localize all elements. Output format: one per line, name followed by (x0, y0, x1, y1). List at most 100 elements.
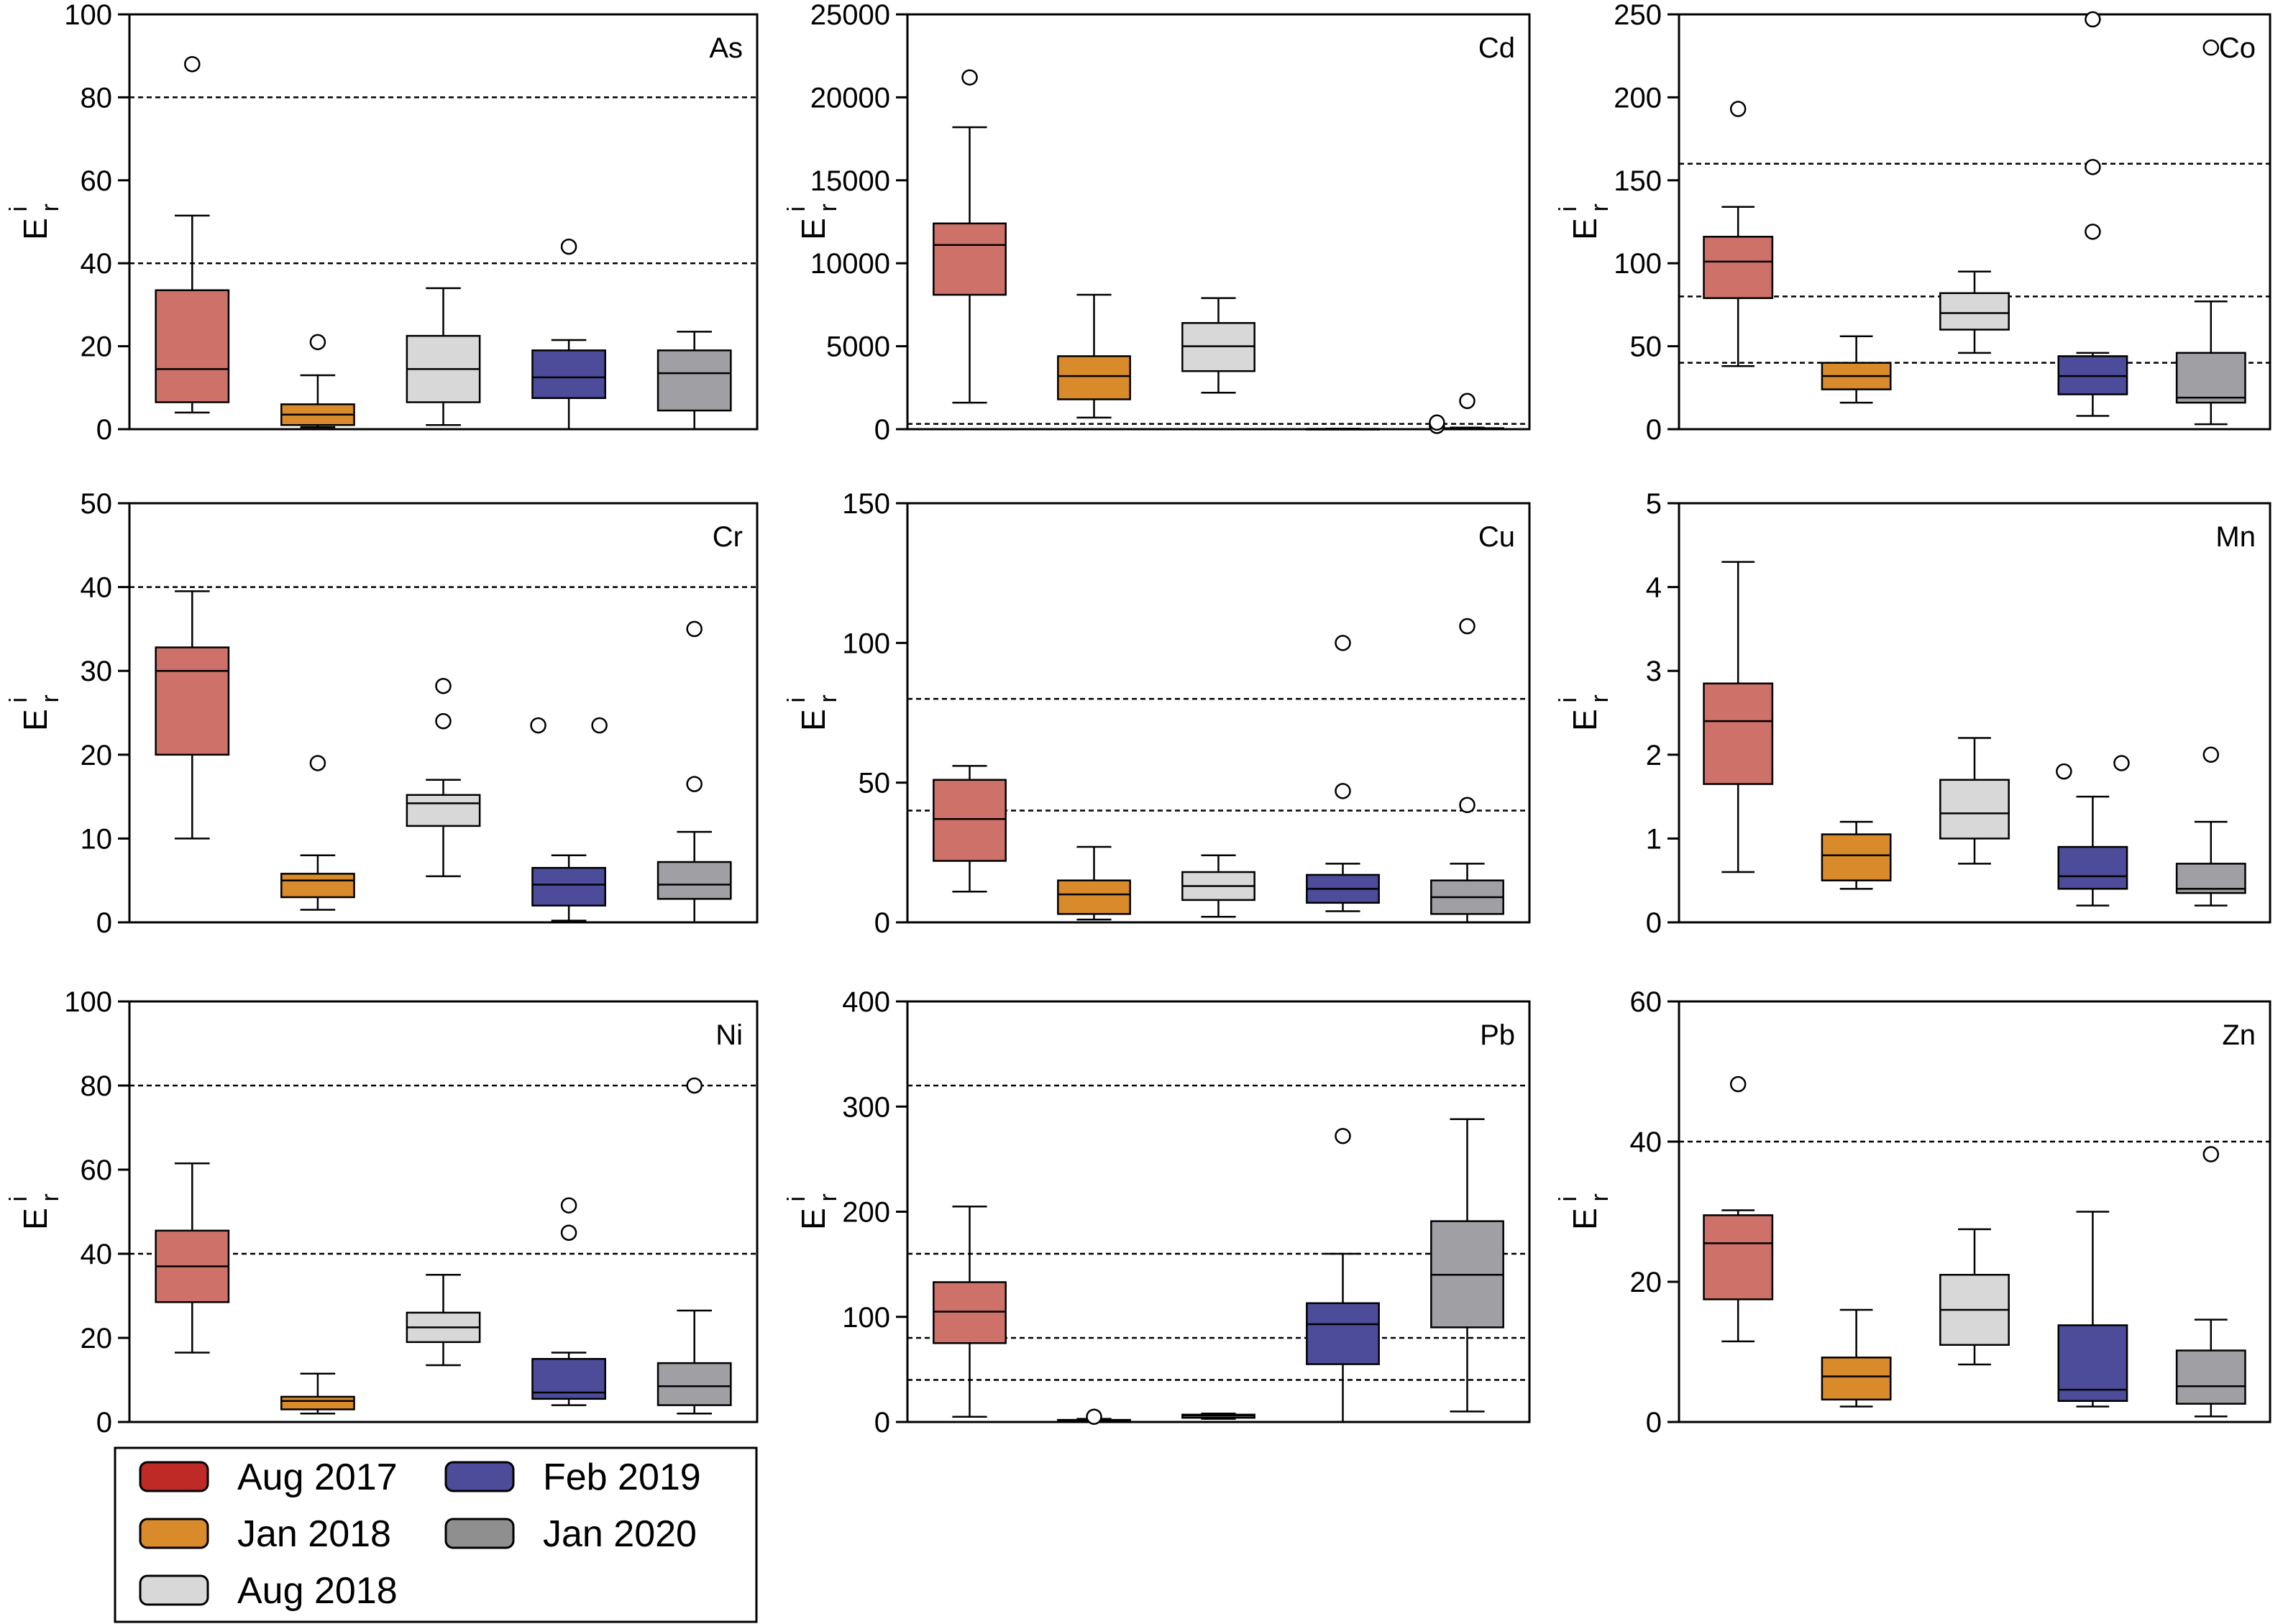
y-axis-label: Ei r (783, 1193, 842, 1230)
y-tick-label: 100 (64, 0, 112, 31)
box-feb-2019 (530, 717, 608, 922)
box-aug-2017 (155, 55, 230, 414)
iqr-box (933, 1281, 1007, 1344)
iqr-box (1939, 779, 2010, 840)
box-jan-2018 (1821, 820, 1892, 890)
panel-label: Pb (1480, 1019, 1515, 1051)
box-feb-2019 (531, 238, 606, 431)
iqr-box (933, 222, 1007, 296)
box-jan-2020 (2175, 1146, 2246, 1418)
y-axis-label-sub: r (37, 694, 64, 702)
y-axis-label: Ei r (783, 203, 842, 240)
box-aug-2017 (1703, 101, 1774, 367)
panel-frame (906, 1000, 1531, 1423)
iqr-box (1703, 682, 1774, 785)
iqr-box (1703, 236, 1774, 299)
y-tick-label: 3 (1646, 656, 1662, 687)
panel-pb: 0 100 200 300 400 Ei r Pb (783, 986, 1531, 1439)
box-jan-2018 (280, 1372, 355, 1415)
box-aug-2018 (1939, 270, 2010, 354)
y-tick-label: 20 (81, 331, 113, 363)
y-tick-label: 50 (859, 768, 891, 799)
iqr-box (1821, 833, 1892, 881)
y-tick-label: 5 (1646, 488, 1662, 520)
y-axis-label-main: E (795, 218, 832, 240)
y-tick-label: 200 (1614, 82, 1662, 114)
y-tick-label: 40 (1630, 1127, 1662, 1158)
y-tick-label: 400 (842, 986, 890, 1018)
box-feb-2019 (531, 1197, 606, 1406)
outlier-point (560, 1197, 577, 1214)
legend-label: Aug 2018 (237, 1570, 398, 1612)
y-axis-label-sub: r (1586, 694, 1614, 702)
panel-frame (128, 1000, 759, 1423)
box-jan-2018 (1821, 1308, 1892, 1408)
box-aug-2018 (1939, 1228, 2010, 1366)
iqr-box (933, 779, 1007, 862)
legend-swatch (139, 1461, 209, 1492)
y-axis-label-sup: i (5, 206, 32, 212)
outlier-point (2202, 1146, 2220, 1162)
box-feb-2019 (1306, 428, 1380, 431)
iqr-box (2057, 1324, 2128, 1402)
panel-cr: 0 10 20 30 40 50 Ei r Cr (5, 488, 759, 939)
iqr-box (280, 1395, 355, 1410)
box-feb-2019 (2057, 11, 2128, 417)
box-aug-2018 (1181, 854, 1255, 918)
y-tick-label: 300 (842, 1091, 890, 1123)
y-axis-label-main: E (795, 709, 832, 731)
box-aug-2018 (406, 1274, 481, 1367)
y-tick-label: 80 (81, 1070, 113, 1102)
box-jan-2018 (1057, 1408, 1131, 1425)
box-feb-2019 (1306, 635, 1380, 912)
box-feb-2019 (1306, 1127, 1380, 1423)
outlier-point (686, 620, 703, 638)
y-tick-label: 0 (1646, 1407, 1662, 1439)
y-tick-label: 20 (1630, 1267, 1662, 1298)
y-tick-label: 0 (874, 1407, 890, 1439)
y-tick-label: 20000 (810, 82, 890, 114)
y-tick-label: 40 (81, 248, 113, 280)
y-axis-label: Ei r (783, 694, 842, 731)
box-jan-2020 (1430, 1118, 1504, 1413)
outlier-point (2202, 39, 2220, 56)
y-axis-label-sub: r (815, 1193, 842, 1201)
y-tick-label: 1 (1646, 823, 1662, 855)
y-axis-label-sub: r (37, 1193, 64, 1201)
panel-label: Ni (715, 1019, 743, 1051)
panel-label: Co (2219, 32, 2256, 64)
legend-item-aug-2018: Aug 2018 (139, 1570, 398, 1612)
y-tick-label: 20 (81, 740, 113, 771)
box-jan-2020 (656, 620, 732, 924)
y-tick-label: 0 (96, 414, 112, 446)
panel-label: Cr (713, 521, 743, 553)
y-axis-label-sup: i (783, 1196, 810, 1202)
panel-label: Cu (1478, 521, 1515, 553)
outlier-point (435, 677, 452, 694)
iqr-box (656, 349, 732, 412)
outlier-point (2085, 159, 2101, 175)
box-jan-2018 (1821, 335, 1892, 404)
y-axis-label-sup: i (1555, 206, 1582, 212)
outlier-point (961, 69, 978, 86)
y-tick-label: 100 (1614, 248, 1662, 280)
box-jan-2018 (1057, 845, 1131, 921)
box-jan-2020 (656, 1077, 732, 1415)
box-aug-2017 (1703, 1075, 1774, 1343)
iqr-box (280, 873, 355, 899)
y-tick-label: 0 (96, 1407, 112, 1439)
outlier-point (309, 334, 326, 351)
panel-frame (1678, 502, 2271, 924)
outlier-point (1335, 783, 1351, 799)
box-aug-2017 (155, 1162, 230, 1354)
iqr-box (656, 861, 732, 900)
y-axis-label-main: E (1566, 1208, 1603, 1230)
outlier-point (560, 1224, 577, 1241)
iqr-box (531, 866, 606, 907)
box-aug-2017 (933, 1205, 1007, 1418)
outlier-point (1459, 618, 1476, 635)
iqr-box (2175, 352, 2246, 404)
y-axis-label-sub: r (815, 203, 842, 211)
box-jan-2018 (1057, 293, 1131, 419)
